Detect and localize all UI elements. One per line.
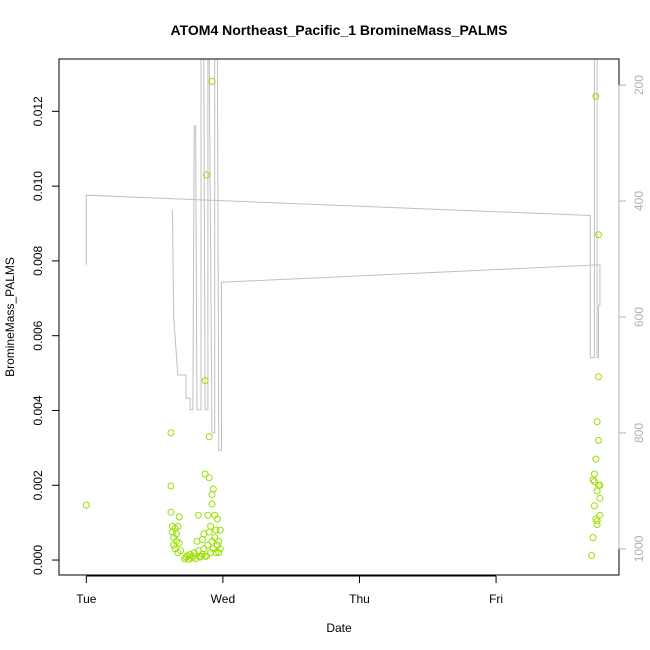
right-axis: 200 400 600 800 1000 xyxy=(618,75,646,562)
data-point xyxy=(593,418,601,426)
data-point xyxy=(167,482,175,490)
data-point xyxy=(592,92,600,100)
data-point xyxy=(593,487,601,495)
data-point xyxy=(167,429,175,437)
data-point xyxy=(595,436,602,444)
y-axis: 0.000 0.002 0.004 0.006 0.008 0.010 0.012 xyxy=(31,96,60,575)
data-point xyxy=(203,171,210,179)
data-point xyxy=(593,521,601,528)
data-point xyxy=(212,549,220,557)
y-tick-label: 0.012 xyxy=(31,96,45,126)
right-tick-label: 800 xyxy=(632,423,646,443)
data-point xyxy=(201,470,209,478)
data-point xyxy=(215,549,223,557)
data-point xyxy=(592,455,600,463)
data-point xyxy=(216,545,224,553)
data-point xyxy=(198,536,206,543)
data-point xyxy=(167,508,175,516)
right-tick-label: 200 xyxy=(632,75,646,95)
data-point xyxy=(212,526,220,534)
data-point xyxy=(208,500,216,508)
x-tick-label: Tue xyxy=(76,592,97,606)
data-point xyxy=(589,476,597,484)
chart-title: ATOM4 Northeast_Pacific_1 BromineMass_PA… xyxy=(171,22,508,38)
data-point xyxy=(590,470,598,478)
plot-frame xyxy=(58,58,620,576)
data-point xyxy=(209,485,217,493)
data-point xyxy=(205,474,213,482)
y-tick-label: 0.000 xyxy=(31,545,45,575)
data-point xyxy=(194,511,202,519)
right-tick-label: 1000 xyxy=(632,535,646,562)
data-point xyxy=(177,547,185,555)
data-point xyxy=(215,537,223,545)
y-axis-label: BromineMass_PALMS xyxy=(3,257,17,377)
data-point xyxy=(82,501,90,509)
y-tick-label: 0.010 xyxy=(31,171,45,201)
data-point xyxy=(204,541,212,549)
data-point xyxy=(175,513,183,521)
y-tick-label: 0.008 xyxy=(31,246,45,276)
data-point xyxy=(211,534,219,542)
data-point xyxy=(595,373,602,381)
data-point xyxy=(173,530,180,538)
data-point xyxy=(593,517,601,525)
x-tick-label: Fri xyxy=(489,592,503,606)
x-axis: Tue Wed Thu Fri xyxy=(76,575,503,606)
data-point xyxy=(200,545,208,553)
data-point xyxy=(596,511,604,519)
right-tick-label: 600 xyxy=(632,307,646,327)
data-point xyxy=(205,433,213,441)
data-point xyxy=(596,481,604,489)
data-point xyxy=(204,511,212,519)
y-tick-label: 0.002 xyxy=(31,470,45,500)
data-point xyxy=(213,515,221,523)
data-point xyxy=(588,552,596,560)
data-point xyxy=(208,491,216,499)
altitude-line-layer xyxy=(85,58,601,451)
data-point xyxy=(208,77,216,85)
y-tick-label: 0.004 xyxy=(31,395,45,425)
data-point xyxy=(590,478,598,485)
data-point xyxy=(205,528,213,536)
data-point xyxy=(590,502,598,510)
x-axis-label: Date xyxy=(326,621,352,635)
altitude-line xyxy=(85,58,601,451)
data-point xyxy=(174,522,182,530)
data-point xyxy=(589,534,597,542)
data-point xyxy=(216,526,224,534)
data-point xyxy=(207,522,215,530)
data-point xyxy=(201,377,209,385)
data-point xyxy=(175,539,183,547)
data-point xyxy=(188,554,195,562)
data-point xyxy=(595,231,602,239)
x-tick-label: Wed xyxy=(211,592,235,606)
data-point xyxy=(596,494,604,502)
data-point xyxy=(203,552,210,560)
right-tick-label: 400 xyxy=(632,191,646,211)
x-tick-label: Thu xyxy=(349,592,370,606)
point-layer xyxy=(82,77,604,563)
y-tick-label: 0.006 xyxy=(31,320,45,350)
